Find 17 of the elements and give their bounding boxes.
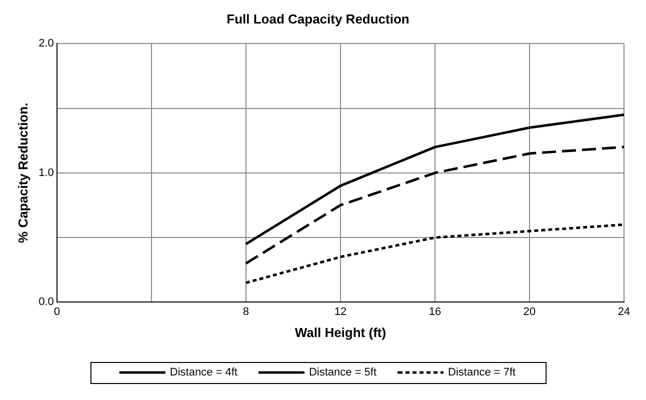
y-tick-label: 0.0 xyxy=(38,296,54,308)
x-tick-label: 16 xyxy=(428,306,442,318)
x-tick-label: 8 xyxy=(242,306,249,318)
x-tick-label: 24 xyxy=(618,306,630,318)
y-axis-title: % Capacity Reduction. xyxy=(15,102,30,243)
chart-title: Full Load Capacity Reduction xyxy=(226,11,410,26)
legend-label: Distance = 5ft xyxy=(308,366,377,379)
x-tick-label: 20 xyxy=(523,306,536,318)
y-tick-label: 1.0 xyxy=(38,166,54,179)
legend-label: Distance = 4ft xyxy=(170,366,238,379)
x-tick-label: 12 xyxy=(334,306,347,318)
line-series xyxy=(244,146,624,265)
y-tick-label: 2.0 xyxy=(38,38,54,50)
x-tick-label: 0 xyxy=(54,306,60,318)
line-series xyxy=(244,223,624,284)
x-axis-title: Wall Height (ft) xyxy=(294,324,386,340)
legend-label: Distance = 7ft xyxy=(448,366,516,379)
